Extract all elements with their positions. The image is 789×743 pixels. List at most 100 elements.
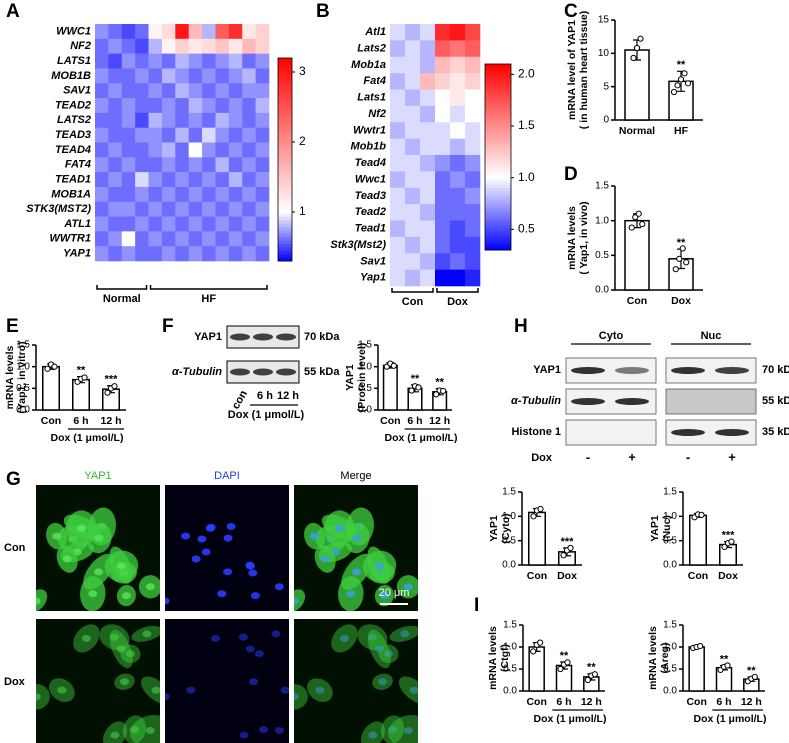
heatmap-cell (390, 24, 406, 41)
nucleus (250, 592, 260, 600)
heatmap-cell (228, 142, 243, 158)
blot-band (715, 429, 749, 436)
blot-band (715, 367, 749, 374)
heatmap-cell (175, 38, 189, 54)
heatmap-cell (161, 83, 176, 99)
treatment-label: Dox (1 μmol/L) (228, 409, 305, 421)
heatmap-cell (450, 73, 466, 90)
nucleus (130, 726, 140, 734)
colorbar-step (485, 147, 511, 152)
heatmap-cell (390, 155, 406, 172)
heatmap-cell (135, 142, 149, 158)
heatmap-cell (108, 142, 123, 158)
heatmap-cell (420, 40, 436, 58)
heatmap-cell (242, 98, 256, 114)
colorbar-step (278, 220, 292, 225)
x-tick-label: Con (627, 295, 647, 307)
heatmap-cell (121, 38, 136, 54)
colorbar-step (485, 91, 511, 96)
colorbar-step (278, 145, 292, 150)
colorbar-step (485, 104, 511, 108)
heatmap-cell (95, 24, 109, 40)
nucleus (145, 726, 155, 734)
x-tick-label: Normal (619, 125, 655, 137)
heatmap-cell (175, 53, 189, 69)
cell (130, 714, 160, 743)
colorbar-step (278, 139, 292, 144)
x-tick-label: Con (380, 415, 400, 427)
heatmap-cell (108, 246, 123, 262)
blot-band (276, 368, 296, 376)
colorbar-step (278, 81, 292, 86)
colorbar-step (485, 132, 511, 136)
heatmap-cell (161, 142, 176, 158)
y-tick-label: 1.5 (502, 487, 516, 498)
heatmap-cell (255, 112, 270, 128)
heatmap-cell (435, 122, 451, 139)
colorbar-step (485, 129, 511, 133)
heatmap-cell (95, 216, 109, 232)
colorbar-step (278, 98, 292, 103)
y-axis-label: (Protein level) (356, 343, 368, 412)
heatmap-cell (465, 89, 481, 107)
heatmap-cell (405, 89, 421, 107)
heatmap-cell (390, 138, 406, 156)
y-tick-label: 1.5 (503, 620, 517, 631)
row-label: Nf2 (368, 108, 386, 120)
heatmap-cell (148, 201, 163, 217)
colorbar-step (278, 112, 292, 117)
nucleus (245, 645, 255, 653)
colorbar-step (278, 142, 292, 147)
y-tick-label: 1.5 (595, 181, 609, 192)
heatmap-cell (420, 236, 436, 254)
colorbar-step (278, 152, 292, 157)
y-tick-label: 0.0 (663, 560, 677, 571)
heatmap-cell (242, 142, 256, 158)
colorbar-step (485, 138, 511, 142)
heatmap-cell (95, 127, 109, 143)
heatmap-cell (161, 231, 176, 247)
colorbar-step (485, 222, 511, 226)
colorbar-tick-label: 2.0 (518, 67, 535, 81)
blot-band (615, 398, 649, 405)
y-axis-label: (Yap1, in vitro) (16, 341, 28, 413)
heatmap-cell (188, 231, 203, 247)
colorbar-step (278, 91, 292, 96)
heatmap-cell (161, 53, 176, 69)
heatmap-cell (161, 186, 176, 203)
colorbar-step (485, 181, 511, 186)
heatmap-cell (465, 155, 481, 172)
heatmap-cell (108, 24, 123, 40)
colorbar-step (485, 209, 511, 214)
y-tick-label: 0.5 (16, 383, 30, 394)
heatmap-cell (228, 68, 243, 84)
y-tick-label: 0.0 (16, 405, 30, 416)
colorbar-step (278, 193, 292, 198)
y-tick-label: 0.5 (663, 664, 677, 675)
heatmap-cell (242, 186, 256, 203)
heatmap-cell (108, 172, 123, 188)
panel-letter: H (514, 316, 528, 337)
channel-label: Merge (340, 470, 371, 482)
heatmap-cell (188, 83, 203, 99)
y-tick-label: 15 (598, 15, 610, 26)
colorbar-frame (277, 57, 293, 262)
heatmap-cell (420, 220, 436, 238)
row-label: ATL1 (63, 218, 91, 230)
heatmap-cell (255, 157, 270, 173)
heatmap-cell (465, 56, 481, 74)
x-tick-label: HF (674, 125, 689, 137)
heatmap-cell (215, 38, 230, 54)
y-tick-label: 0.0 (595, 285, 609, 296)
heatmap-cell (390, 105, 406, 123)
y-axis-label: mRNA levels (487, 626, 499, 690)
significance: ** (411, 373, 420, 385)
heatmap-cell (95, 186, 109, 203)
colorbar-step (278, 257, 292, 262)
heatmap-cell (228, 201, 243, 217)
colorbar-step (278, 230, 292, 235)
heatmap-cell (135, 216, 149, 232)
x-axis-label: Dox (1 μmol/L) (385, 432, 458, 444)
heatmap-cell (435, 40, 451, 58)
heatmap-cell (108, 38, 123, 54)
